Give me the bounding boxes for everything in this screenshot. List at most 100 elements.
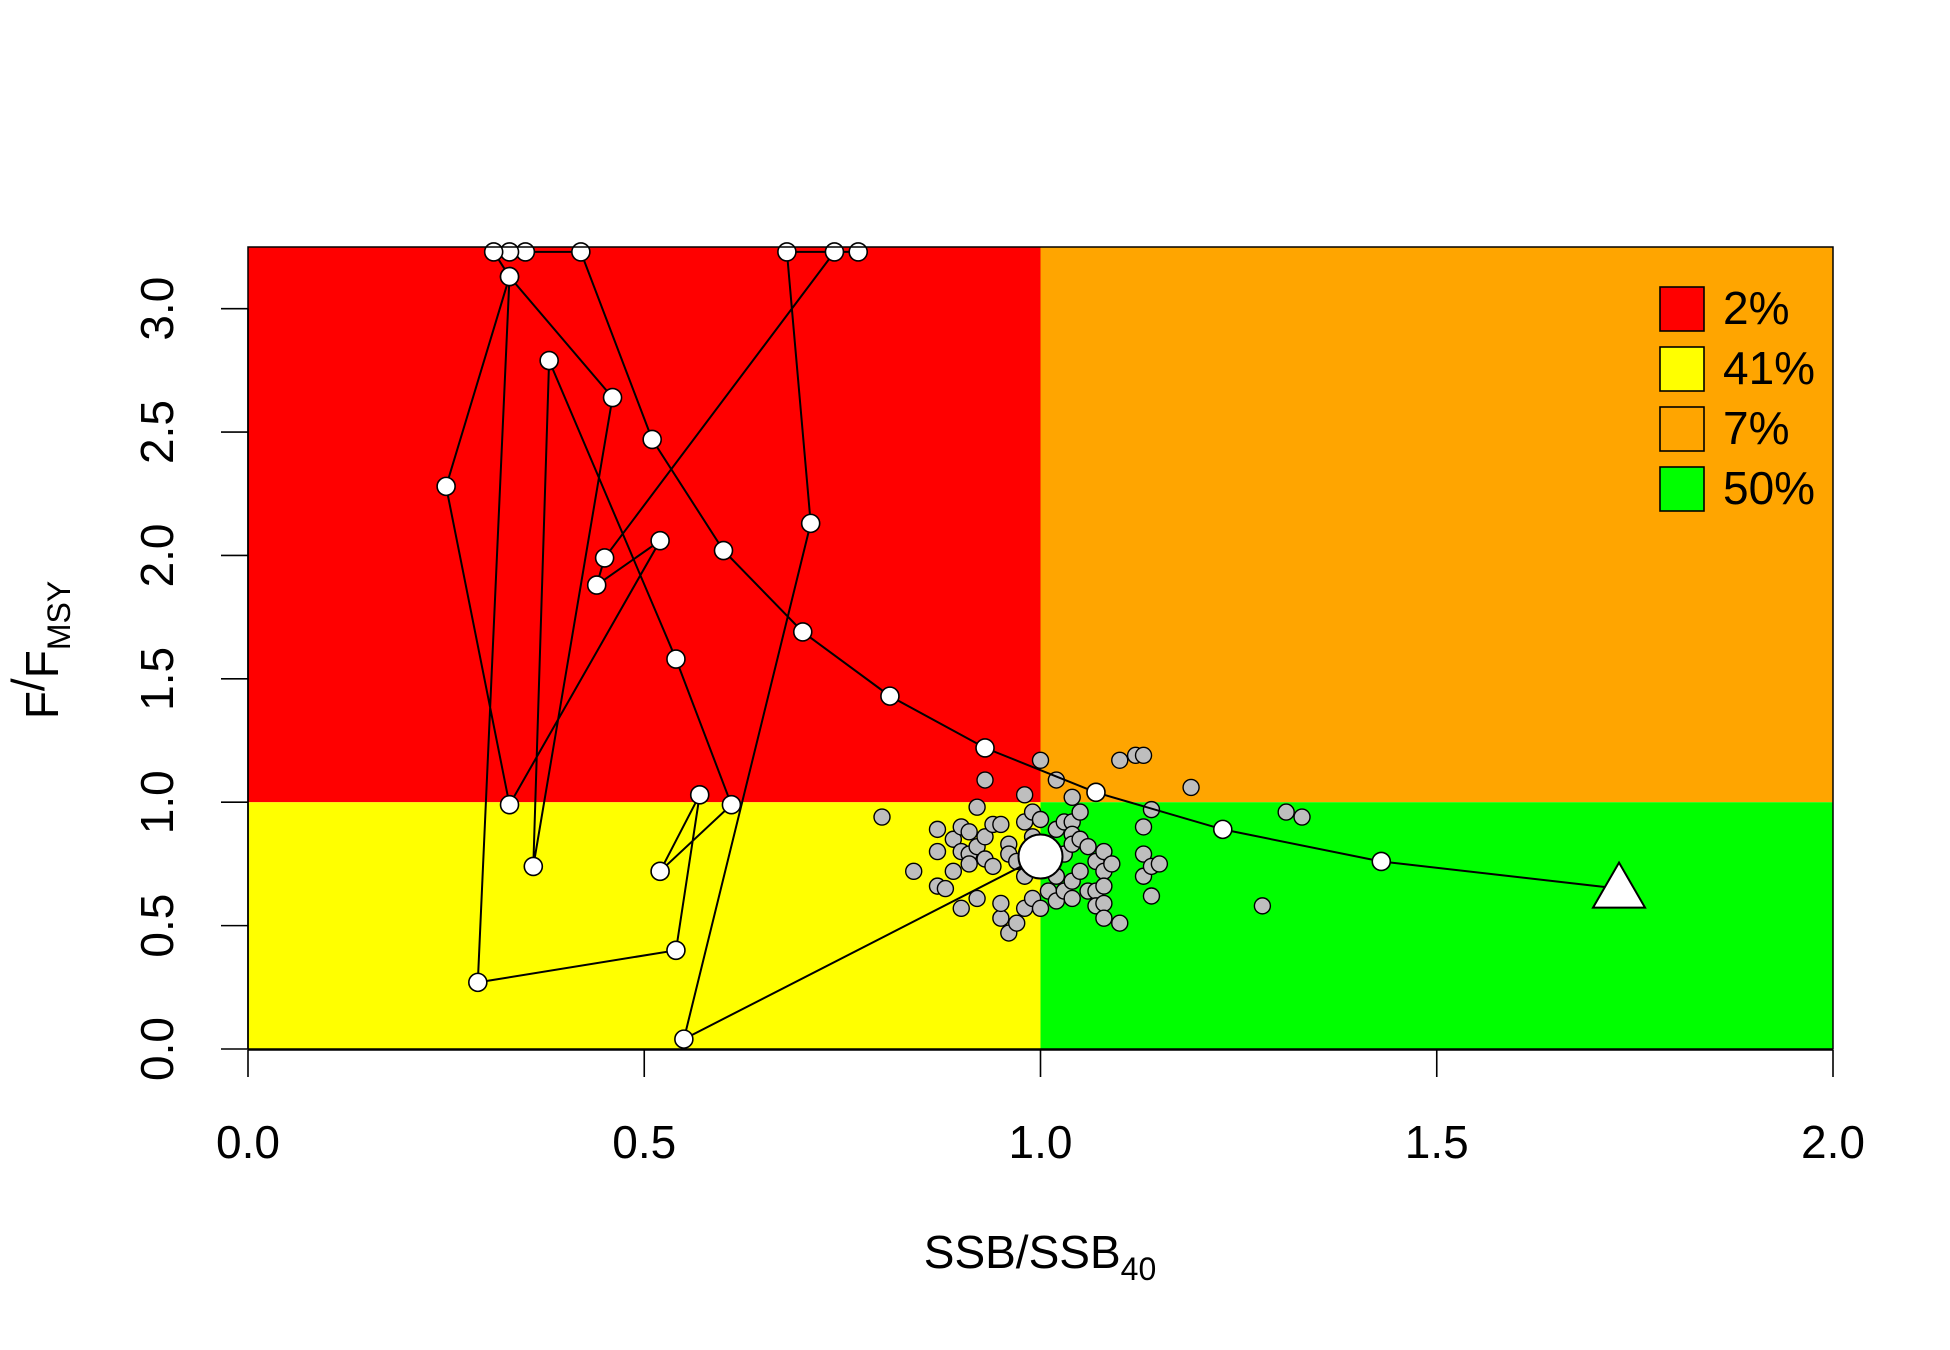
x-axis-label: SSB/SSB40 [924, 1226, 1156, 1287]
y-axis-label-main2: F [16, 650, 68, 678]
legend: 2% 41% 7% 50% [1659, 282, 1815, 514]
uncertainty-point [1071, 862, 1089, 881]
x-tick-label: 0.0 [216, 1116, 280, 1168]
trajectory-point [642, 429, 662, 450]
uncertainty-point [1095, 894, 1113, 913]
legend-swatch [1659, 346, 1705, 392]
trajectory-point [666, 940, 686, 961]
uncertainty-point [992, 894, 1010, 913]
uncertainty-point [928, 820, 947, 839]
trajectory-point [468, 972, 488, 993]
y-axis-label-subscript: MSY [41, 581, 77, 650]
trajectory-point [674, 1029, 694, 1049]
trajectory-markers [1017, 833, 1647, 909]
x-axis: 0.0 0.5 1.0 1.5 2.0 [216, 1049, 1865, 1168]
y-tick-label: 0.0 [131, 1017, 183, 1081]
trajectory-point [713, 540, 734, 561]
y-tick-label: 0.5 [131, 894, 183, 958]
trajectory-point [499, 794, 520, 815]
trajectory-point [1371, 851, 1392, 872]
uncertainty-point [984, 857, 1002, 876]
uncertainty-point [952, 899, 970, 918]
quadrant-overfished [248, 802, 1041, 1049]
legend-swatch [1659, 406, 1705, 452]
uncertainty-point [976, 771, 994, 789]
uncertainty-point [1293, 808, 1311, 826]
x-axis-label-subscript: 40 [1121, 1251, 1157, 1287]
y-tick-label: 2.5 [131, 400, 183, 464]
legend-label: 7% [1723, 402, 1789, 454]
trajectory-point [824, 242, 845, 262]
trajectory-point [721, 794, 742, 815]
quadrant-overfished-overfishing [248, 247, 1041, 803]
y-tick-label: 2.0 [131, 523, 183, 587]
trajectory-point [800, 513, 821, 534]
start-triangle-marker [1591, 860, 1647, 909]
legend-label: 50% [1723, 462, 1815, 514]
uncertainty-point [1111, 914, 1129, 932]
quadrant-overfishing [1040, 247, 1833, 803]
uncertainty-point [1071, 803, 1089, 821]
x-axis-label-main: SSB/SSB [924, 1226, 1121, 1278]
legend-swatch [1659, 286, 1705, 332]
trajectory-point [666, 649, 686, 669]
uncertainty-point [1103, 855, 1121, 873]
trajectory-point [602, 387, 623, 408]
x-tick-label: 1.0 [1009, 1116, 1073, 1168]
uncertainty-point [1142, 887, 1161, 905]
uncertainty-point [1008, 914, 1026, 932]
uncertainty-point [1134, 746, 1153, 765]
uncertainty-point [1031, 810, 1050, 829]
uncertainty-point [1277, 803, 1295, 821]
trajectory-point [594, 548, 615, 568]
x-tick-label: 2.0 [1801, 1116, 1865, 1168]
trajectory-point [523, 856, 544, 877]
y-tick-label: 3.0 [131, 277, 183, 341]
uncertainty-point [1142, 800, 1161, 819]
legend-label: 2% [1723, 282, 1789, 334]
uncertainty-point [1111, 751, 1129, 769]
uncertainty-point [944, 862, 963, 881]
uncertainty-point [960, 855, 978, 873]
trajectory-point [499, 266, 520, 287]
uncertainty-point [1134, 818, 1153, 836]
quadrant-backgrounds [248, 247, 1833, 1049]
uncertainty-points [873, 746, 1311, 942]
y-tick-label: 1.0 [131, 770, 183, 834]
uncertainty-point [1063, 788, 1081, 806]
uncertainty-point [944, 830, 963, 848]
uncertainty-point [992, 909, 1010, 927]
uncertainty-point [1095, 909, 1113, 927]
uncertainty-point [1031, 899, 1050, 918]
trajectory-point [975, 738, 995, 758]
uncertainty-point [968, 889, 986, 908]
trajectory-point [792, 622, 813, 642]
quadrant-healthy [1040, 802, 1833, 1049]
uncertainty-point [1063, 889, 1081, 908]
uncertainty-point [976, 828, 994, 846]
uncertainty-point [1015, 786, 1034, 804]
legend-label: 41% [1723, 342, 1815, 394]
uncertainty-point [936, 879, 955, 898]
trajectory-point [777, 242, 797, 262]
trajectory-point [650, 530, 670, 551]
x-tick-label: 0.5 [612, 1116, 676, 1168]
uncertainty-point [928, 842, 947, 861]
uncertainty-point [1095, 877, 1113, 895]
trajectory-point [689, 785, 710, 805]
trajectory-point [539, 350, 559, 371]
uncertainty-point [1150, 855, 1169, 873]
uncertainty-point [992, 815, 1010, 834]
x-tick-label: 1.5 [1405, 1116, 1469, 1168]
uncertainty-point [968, 798, 986, 816]
legend-swatch [1659, 466, 1705, 512]
trajectory-point [848, 242, 869, 262]
trajectory-point [1212, 819, 1233, 840]
y-tick-label: 1.5 [131, 647, 183, 711]
trajectory-point [483, 242, 504, 262]
uncertainty-point [873, 808, 891, 826]
uncertainty-point [1182, 778, 1200, 797]
end-circle-marker [1017, 833, 1064, 880]
uncertainty-point [1079, 837, 1097, 856]
trajectory-point [436, 476, 456, 497]
